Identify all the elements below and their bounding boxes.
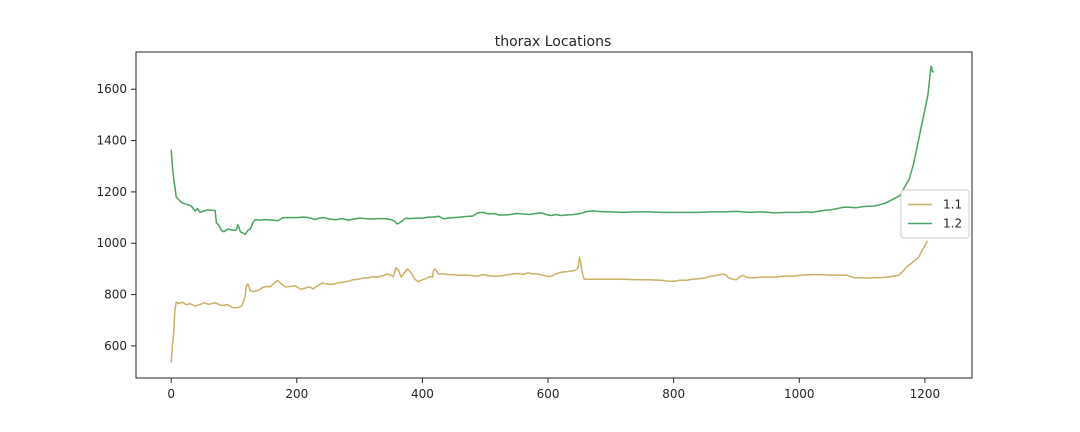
- x-tick-label: 200: [285, 387, 308, 401]
- y-tick-label: 1000: [96, 236, 127, 250]
- y-tick-label: 1600: [96, 82, 127, 96]
- plot-frame: [135, 51, 973, 379]
- x-axis: 0 200 400 600 800 1000 1200: [167, 378, 940, 401]
- x-tick-label: 800: [662, 387, 685, 401]
- series-line-1.2: [170, 65, 935, 236]
- y-axis: 600 800 1000 1200 1400 1600: [96, 82, 136, 353]
- legend-label-1.1: 1.1: [943, 198, 962, 212]
- y-tick-label: 1200: [96, 185, 127, 199]
- legend-label-1.2: 1.2: [943, 217, 962, 231]
- x-tick-label: 600: [537, 387, 560, 401]
- plot-area: [170, 65, 935, 363]
- series-line-1.1: [170, 240, 929, 363]
- x-tick-label: 400: [411, 387, 434, 401]
- legend-box: [900, 189, 970, 239]
- y-tick-label: 800: [104, 288, 127, 302]
- x-tick-label: 1000: [784, 387, 815, 401]
- legend: 1.11.2: [900, 189, 970, 239]
- x-tick-label: 1200: [910, 387, 941, 401]
- x-tick-label: 0: [167, 387, 175, 401]
- chart-title: thorax Locations: [495, 34, 612, 50]
- y-tick-label: 600: [104, 339, 127, 353]
- y-tick-label: 1400: [96, 134, 127, 148]
